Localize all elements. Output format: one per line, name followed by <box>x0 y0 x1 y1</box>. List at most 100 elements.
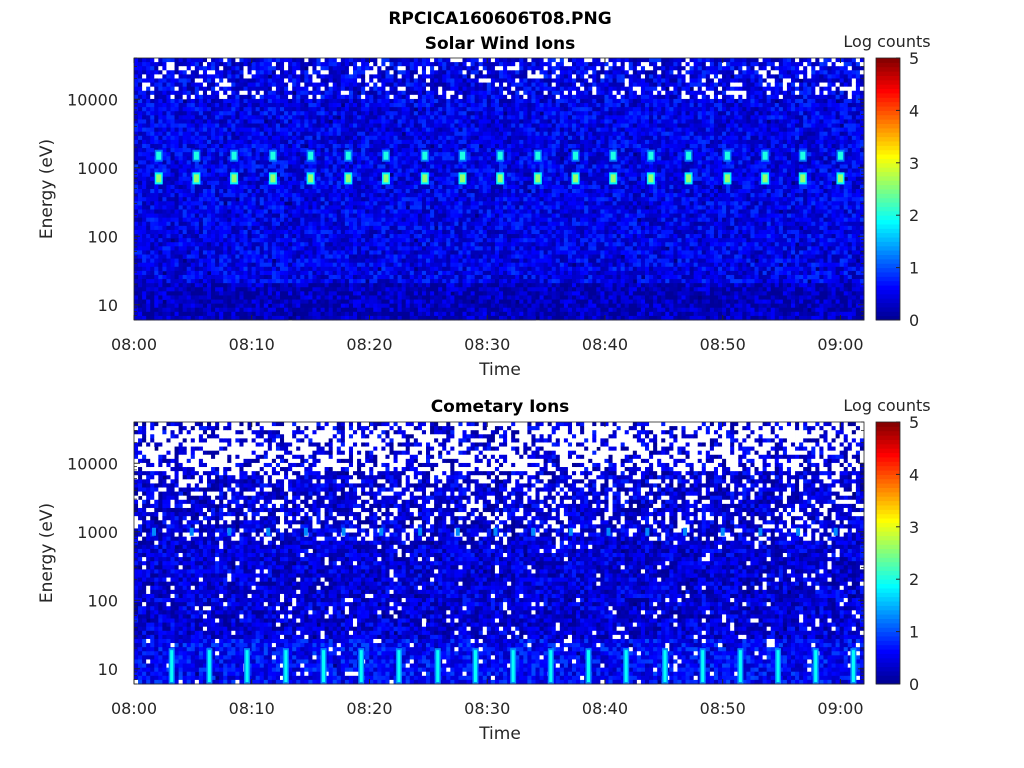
heatmap-cell <box>154 259 158 263</box>
heatmap-cell <box>195 287 199 291</box>
heatmap-cell <box>166 255 170 259</box>
heatmap-cell <box>179 119 183 123</box>
heatmap-cell <box>260 111 264 115</box>
heatmap-cell <box>244 201 248 205</box>
heatmap-cell <box>183 255 187 259</box>
heatmap-cell <box>227 238 231 242</box>
heatmap-cell <box>215 250 219 254</box>
heatmap-cell <box>199 107 203 111</box>
heatmap-cell <box>248 255 252 259</box>
heatmap-cell <box>158 263 162 267</box>
heatmap-cell <box>154 164 158 168</box>
heatmap-cell <box>239 132 243 136</box>
heatmap-cell <box>248 304 252 308</box>
heatmap-cell <box>207 140 211 144</box>
heatmap-cell <box>203 136 207 140</box>
heatmap-cell <box>207 124 211 128</box>
heatmap-cell <box>211 287 215 291</box>
heatmap-cell <box>260 144 264 148</box>
heatmap-cell <box>191 246 195 250</box>
heatmap-cell <box>187 58 191 62</box>
heatmap-cell <box>239 70 243 74</box>
heatmap-cell <box>142 66 146 70</box>
heatmap-cell <box>154 214 158 218</box>
heatmap-cell <box>142 173 146 177</box>
heatmap-cell <box>154 230 158 234</box>
heatmap-cell <box>252 177 256 181</box>
heatmap-cell <box>203 279 207 283</box>
heatmap-cell <box>211 308 215 312</box>
heatmap-cell <box>162 275 166 279</box>
heatmap-cell <box>239 111 243 115</box>
heatmap-cell <box>142 291 146 295</box>
heatmap-cell <box>162 66 166 70</box>
heatmap-cell <box>150 246 154 250</box>
heatmap-cell <box>179 91 183 95</box>
heatmap-cell <box>138 115 142 119</box>
heatmap-cell <box>138 242 142 246</box>
heatmap-cell <box>203 300 207 304</box>
heatmap-cell <box>146 66 150 70</box>
heatmap-cell <box>166 312 170 316</box>
heatmap-cell <box>175 279 179 283</box>
heatmap-cell <box>239 222 243 226</box>
heatmap-cell <box>244 283 248 287</box>
heatmap-cell <box>199 308 203 312</box>
heatmap-cell <box>158 304 162 308</box>
heatmap-cell <box>207 136 211 140</box>
heatmap-cell <box>171 185 175 189</box>
heatmap-cell <box>203 291 207 295</box>
heatmap-cell <box>179 312 183 316</box>
heatmap-cell <box>166 238 170 242</box>
heatmap-cell <box>235 164 239 168</box>
heatmap-cell <box>223 255 227 259</box>
heatmap-cell <box>154 66 158 70</box>
heatmap-cell <box>231 70 235 74</box>
heatmap-cell <box>199 58 203 62</box>
heatmap-cell <box>154 242 158 246</box>
heatmap-cell <box>244 291 248 295</box>
heatmap-cell <box>244 242 248 246</box>
heatmap-cell <box>134 115 138 119</box>
heatmap-cell <box>207 173 211 177</box>
heatmap-cell <box>166 222 170 226</box>
heatmap-cell <box>158 242 162 246</box>
heatmap-cell <box>195 95 199 99</box>
heatmap-cell <box>187 103 191 107</box>
heatmap-cell <box>179 128 183 132</box>
heatmap-cell <box>154 209 158 213</box>
heatmap-cell <box>158 226 162 230</box>
heatmap-cell <box>248 156 252 160</box>
heatmap-cell <box>134 250 138 254</box>
heatmap-cell <box>244 107 248 111</box>
heatmap-cell <box>227 107 231 111</box>
heatmap-cell <box>166 111 170 115</box>
heatmap-cell <box>256 255 260 259</box>
heatmap-cell <box>231 169 235 173</box>
heatmap-cell <box>175 214 179 218</box>
heatmap-cell <box>171 78 175 82</box>
heatmap-cell <box>191 230 195 234</box>
heatmap-cell <box>227 115 231 119</box>
heatmap-cell <box>138 279 142 283</box>
heatmap-cell <box>154 279 158 283</box>
heatmap-cell <box>203 58 207 62</box>
heatmap-cell <box>256 66 260 70</box>
heatmap-cell <box>191 242 195 246</box>
heatmap-cell <box>162 189 166 193</box>
heatmap-cell <box>191 259 195 263</box>
heatmap-cell <box>191 283 195 287</box>
heatmap-cell <box>239 238 243 242</box>
heatmap-cell <box>227 164 231 168</box>
heatmap-cell <box>260 87 264 91</box>
heatmap-cell <box>199 300 203 304</box>
heatmap-cell <box>142 111 146 115</box>
heatmap-cell <box>244 152 248 156</box>
heatmap-cell <box>191 214 195 218</box>
heatmap-cell <box>191 263 195 267</box>
heatmap-cell <box>187 164 191 168</box>
heatmap-cell <box>162 87 166 91</box>
heatmap-cell <box>223 148 227 152</box>
heatmap-cell <box>256 300 260 304</box>
heatmap-cell <box>162 214 166 218</box>
